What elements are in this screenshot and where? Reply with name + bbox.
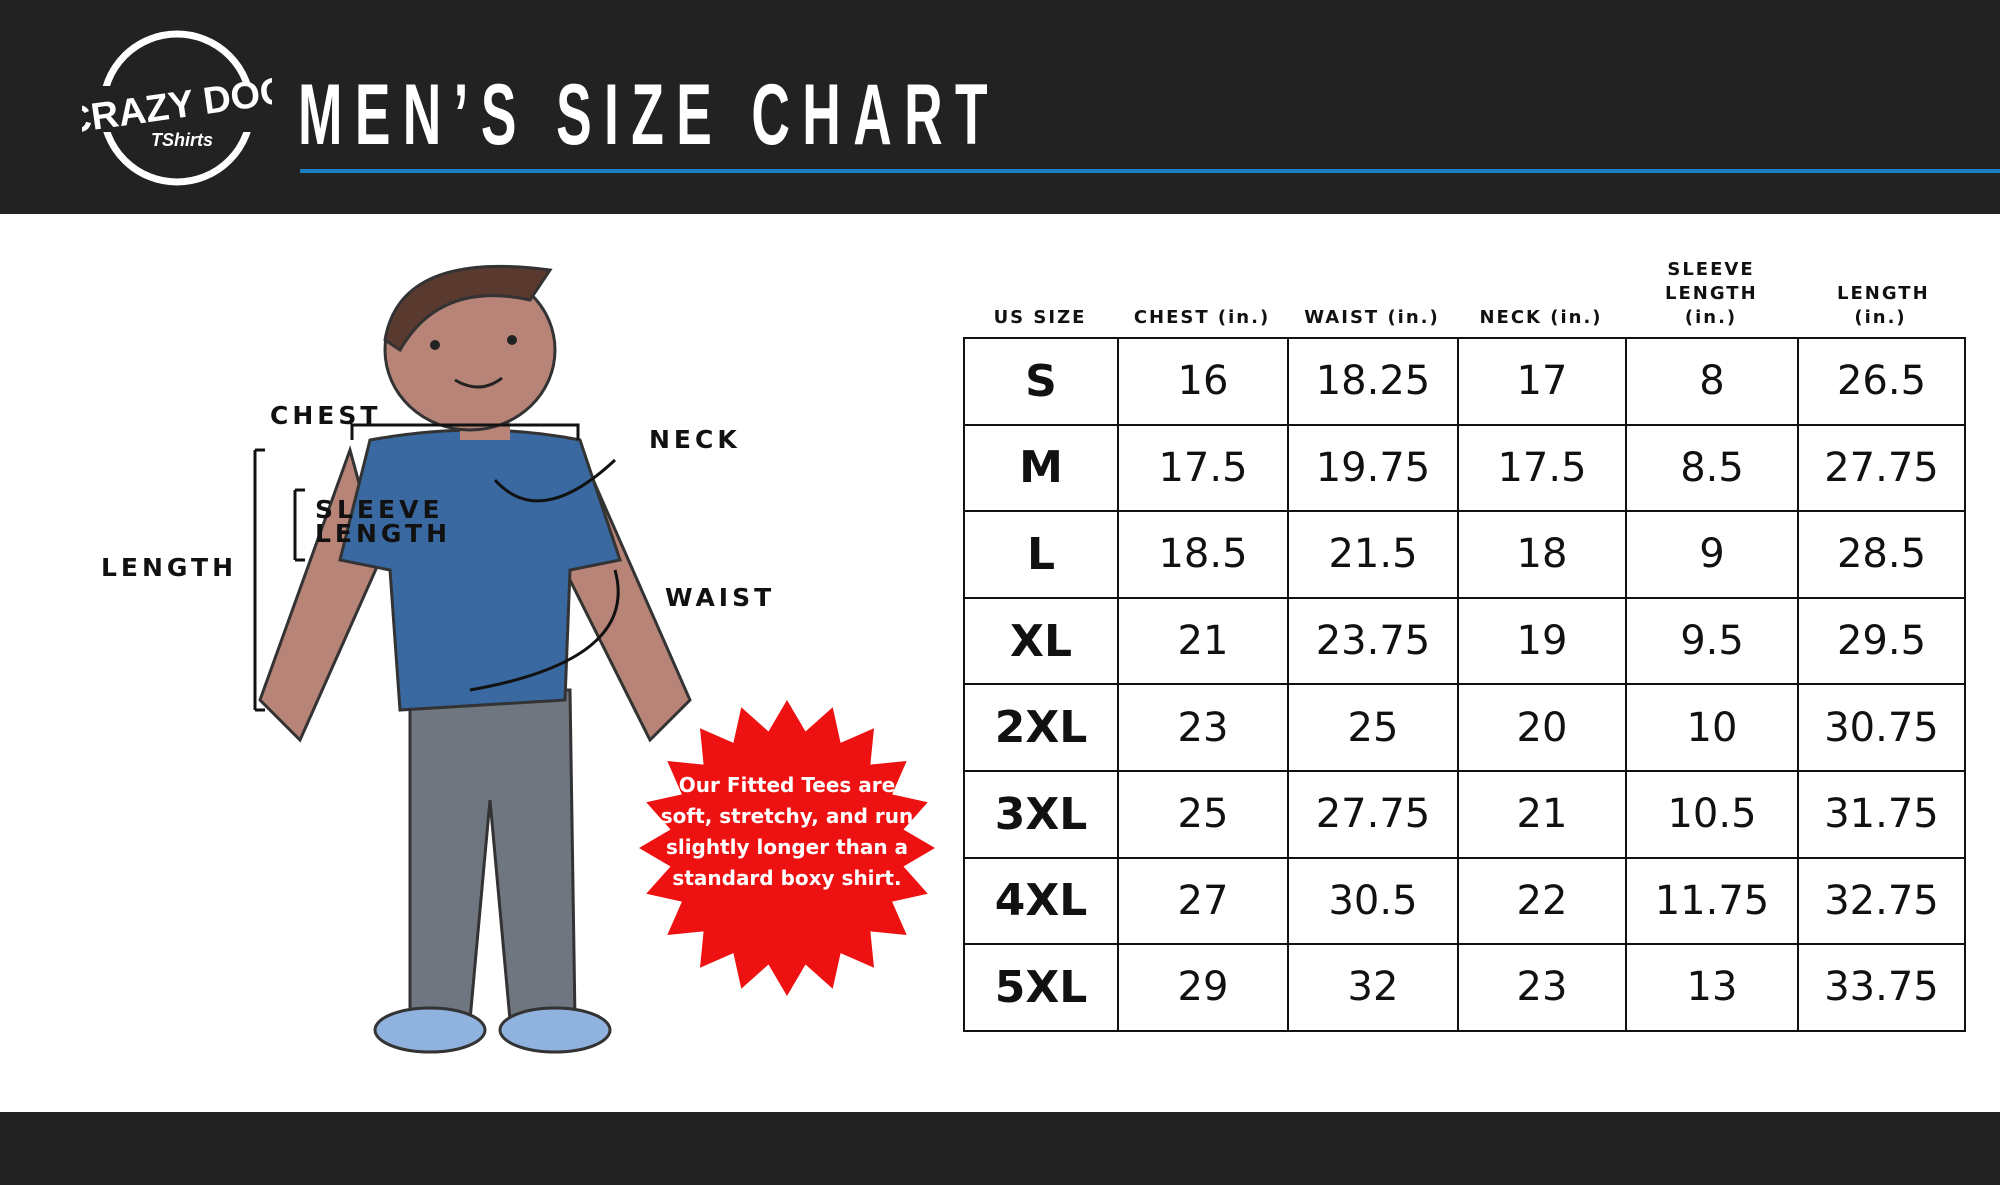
value-cell: 11.75 bbox=[1625, 856, 1799, 946]
value-cell: 25 bbox=[1287, 683, 1459, 772]
value-cell: 30.5 bbox=[1287, 856, 1459, 946]
value-cell: 21 bbox=[1117, 596, 1289, 686]
col-header: CHEST (in.) bbox=[1133, 307, 1271, 328]
table-row: 5XL 29 32 23 13 33.75 bbox=[963, 943, 1966, 1032]
size-cell: 4XL bbox=[963, 856, 1119, 946]
neck-label: NECK bbox=[649, 425, 741, 454]
table-row: S 16 18.25 17 8 26.5 bbox=[963, 337, 1966, 426]
col-header: US SIZE bbox=[993, 307, 1087, 328]
table-row: XL 21 23.75 19 9.5 29.5 bbox=[963, 596, 1966, 686]
value-cell: 17 bbox=[1457, 337, 1627, 426]
page-title: MEN’S SIZE CHART bbox=[298, 67, 1001, 163]
value-cell: 18 bbox=[1457, 510, 1627, 599]
value-cell: 13 bbox=[1625, 943, 1799, 1032]
length-label: LENGTH bbox=[101, 553, 237, 582]
table-row: M 17.5 19.75 17.5 8.5 27.75 bbox=[963, 423, 1966, 513]
value-cell: 21.5 bbox=[1287, 510, 1459, 599]
value-cell: 32 bbox=[1287, 943, 1459, 1032]
waist-label: WAIST bbox=[665, 583, 776, 612]
size-cell: L bbox=[963, 510, 1119, 599]
value-cell: 26.5 bbox=[1797, 337, 1966, 426]
callout-starburst bbox=[639, 700, 935, 996]
value-cell: 23 bbox=[1117, 683, 1289, 772]
table-row: 3XL 25 27.75 21 10.5 31.75 bbox=[963, 769, 1966, 859]
col-header: LENGTH (in.) bbox=[1837, 283, 1930, 328]
value-cell: 23 bbox=[1457, 943, 1627, 1032]
crazy-dog-logo: CRAZY DOG TShirts bbox=[82, 30, 272, 186]
value-cell: 20 bbox=[1457, 683, 1627, 772]
value-cell: 28.5 bbox=[1797, 510, 1966, 599]
value-cell: 29 bbox=[1117, 943, 1289, 1032]
title-underline bbox=[300, 169, 2000, 173]
table-row: 4XL 27 30.5 22 11.75 32.75 bbox=[963, 856, 1966, 946]
col-header: WAIST (in.) bbox=[1304, 307, 1440, 328]
value-cell: 33.75 bbox=[1797, 943, 1966, 1032]
value-cell: 27.75 bbox=[1287, 769, 1459, 859]
size-cell: S bbox=[963, 337, 1119, 426]
size-cell: 5XL bbox=[963, 943, 1119, 1032]
value-cell: 10.5 bbox=[1625, 769, 1799, 859]
chest-label: CHEST bbox=[270, 401, 382, 430]
value-cell: 17.5 bbox=[1117, 423, 1289, 513]
value-cell: 17.5 bbox=[1457, 423, 1627, 513]
value-cell: 10 bbox=[1625, 683, 1799, 772]
svg-text:TShirts: TShirts bbox=[151, 130, 213, 150]
value-cell: 19 bbox=[1457, 596, 1627, 686]
footer-bar bbox=[0, 1112, 2000, 1185]
table-row: 2XL 23 25 20 10 30.75 bbox=[963, 683, 1966, 772]
sleeve-length-label: SLEEVE LENGTH bbox=[315, 495, 451, 548]
value-cell: 30.75 bbox=[1797, 683, 1966, 772]
value-cell: 16 bbox=[1117, 337, 1289, 426]
col-header: SLEEVE LENGTH (in.) bbox=[1665, 259, 1758, 328]
size-table: S 16 18.25 17 8 26.5 M 17.5 19.75 17.5 8.5 27.75 L 18… bbox=[963, 337, 1966, 1032]
value-cell: 32.75 bbox=[1797, 856, 1966, 946]
value-cell: 18.5 bbox=[1117, 510, 1289, 599]
boy-illustration bbox=[253, 264, 692, 1054]
value-cell: 25 bbox=[1117, 769, 1289, 859]
value-cell: 22 bbox=[1457, 856, 1627, 946]
value-cell: 27.75 bbox=[1797, 423, 1966, 513]
value-cell: 8 bbox=[1625, 337, 1799, 426]
value-cell: 9.5 bbox=[1625, 596, 1799, 686]
size-cell: 3XL bbox=[963, 769, 1119, 859]
value-cell: 31.75 bbox=[1797, 769, 1966, 859]
value-cell: 29.5 bbox=[1797, 596, 1966, 686]
callout-text: Our Fitted Tees are soft, stretchy, and … bbox=[660, 773, 914, 890]
value-cell: 23.75 bbox=[1287, 596, 1459, 686]
value-cell: 27 bbox=[1117, 856, 1289, 946]
value-cell: 19.75 bbox=[1287, 423, 1459, 513]
col-header: NECK (in.) bbox=[1479, 307, 1603, 328]
header-bar bbox=[0, 0, 2000, 214]
size-cell: 2XL bbox=[963, 683, 1119, 772]
value-cell: 9 bbox=[1625, 510, 1799, 599]
table-row: L 18.5 21.5 18 9 28.5 bbox=[963, 510, 1966, 599]
value-cell: 18.25 bbox=[1287, 337, 1459, 426]
size-cell: XL bbox=[963, 596, 1119, 686]
value-cell: 8.5 bbox=[1625, 423, 1799, 513]
value-cell: 21 bbox=[1457, 769, 1627, 859]
size-cell: M bbox=[963, 423, 1119, 513]
